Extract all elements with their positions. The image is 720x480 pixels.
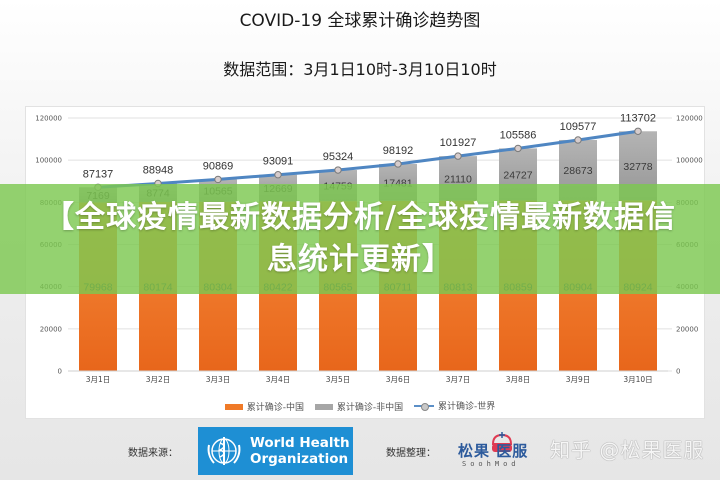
who-logo-line1: World Health	[250, 435, 350, 451]
legend-label: 累计确诊-中国	[246, 403, 304, 413]
y-axis-tick-left: 100000	[35, 157, 62, 165]
x-axis-tick: 3月2日	[146, 375, 171, 384]
x-axis-tick: 3月4日	[266, 375, 291, 384]
value-label-non-china: 24727	[503, 169, 532, 181]
medical-cap-icon	[491, 432, 513, 452]
who-logo-line2: Organization	[250, 451, 349, 467]
line-marker	[514, 144, 522, 153]
y-axis-tick-left: 0	[58, 368, 62, 376]
value-label-non-china: 21110	[444, 173, 472, 185]
banner-text: 【全球疫情最新数据分析/全球疫情最新数据信息统计更新】	[44, 200, 676, 277]
headline-banner: 【全球疫情最新数据分析/全球疫情最新数据信息统计更新】	[0, 184, 720, 294]
value-label-world: 87137	[83, 168, 114, 180]
legend-label: 累计确诊-世界	[438, 402, 496, 412]
line-marker	[334, 166, 342, 174]
x-axis-tick: 3月9日	[566, 375, 591, 384]
value-label-world: 109577	[560, 121, 597, 133]
songguo-logo-en: SoohMod	[462, 460, 520, 468]
legend-swatch-china-icon	[224, 403, 243, 410]
value-label-world: 98192	[383, 145, 414, 157]
compiler-label: 数据整理：	[386, 448, 436, 459]
legend-line-world-icon	[414, 402, 434, 411]
value-label-world: 90869	[203, 160, 234, 172]
source-label: 数据来源：	[128, 448, 178, 459]
legend-item-world: 累计确诊-世界	[414, 399, 495, 412]
value-label-world: 95324	[323, 151, 354, 163]
y-axis-tick-right: 100000	[676, 157, 703, 165]
value-label-non-china: 32778	[623, 161, 652, 173]
legend-item-non-china: 累计确诊-非中国	[314, 400, 404, 413]
line-marker	[574, 136, 582, 144]
x-axis-tick: 3月3日	[206, 375, 231, 384]
x-axis-tick: 3月8日	[506, 375, 531, 384]
legend-swatch-non-china-icon	[314, 403, 333, 410]
chart-title: COVID-19 全球累计确诊趋势图	[239, 11, 481, 31]
who-emblem-icon	[207, 437, 241, 465]
line-marker	[214, 175, 222, 184]
y-axis-tick-left: 20000	[40, 325, 62, 333]
legend-label: 累计确诊-非中国	[336, 403, 404, 413]
value-label-world: 113702	[620, 112, 656, 124]
y-axis-tick-left: 120000	[35, 115, 62, 123]
chart-subtitle: 数据范围：3月1日10时-3月10日10时	[223, 60, 497, 79]
who-logo-text: World Health Organization	[250, 435, 350, 467]
x-axis-tick: 3月7日	[446, 375, 471, 384]
value-label-world: 88948	[143, 164, 174, 176]
chart-legend: 累计确诊-中国 累计确诊-非中国 累计确诊-世界	[0, 399, 720, 413]
line-marker	[634, 127, 642, 135]
x-axis-tick: 3月10日	[623, 375, 652, 384]
value-label-world: 105586	[500, 129, 537, 141]
x-axis-tick: 3月1日	[86, 375, 111, 384]
value-label-world: 101927	[440, 137, 477, 149]
value-label-world: 93091	[263, 156, 294, 168]
zhihu-watermark: 知乎 @松果医服	[550, 438, 705, 462]
line-world	[97, 129, 639, 189]
x-axis-tick: 3月6日	[386, 375, 411, 384]
songguo-logo-cn: 松果 医服	[458, 442, 529, 460]
line-marker	[394, 160, 402, 168]
legend-item-china: 累计确诊-中国	[224, 400, 304, 413]
line-marker	[454, 152, 462, 160]
y-axis-tick-right: 0	[676, 368, 680, 376]
value-label-non-china: 28673	[563, 165, 592, 177]
line-marker	[274, 171, 282, 179]
y-axis-tick-right: 20000	[676, 325, 698, 333]
x-axis-tick: 3月5日	[326, 375, 351, 384]
y-axis-tick-right: 120000	[676, 115, 703, 123]
who-logo: World Health Organization	[198, 427, 353, 475]
songguo-logo: 松果 医服 SoohMod	[458, 430, 548, 472]
